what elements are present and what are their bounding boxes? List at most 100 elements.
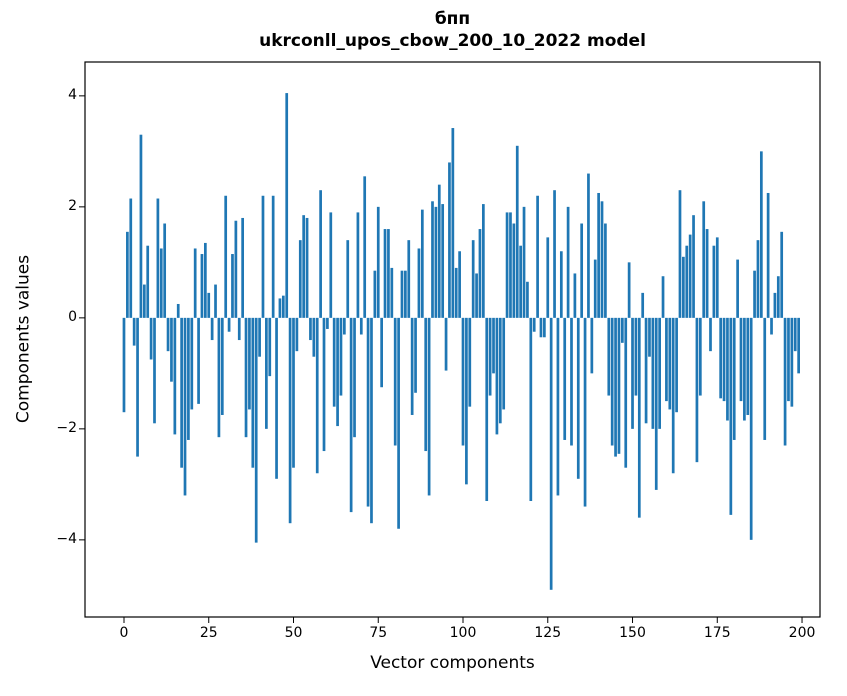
x-tick-label-25: 25 [199,625,218,641]
bar-component-33 [234,220,238,318]
bar-component-168 [692,215,695,318]
bar-component-54 [305,217,309,318]
bar-component-134 [576,317,580,479]
bar-component-128 [556,317,560,496]
bar-component-26 [210,317,214,341]
bar-component-108 [488,317,492,396]
bar-component-34 [237,317,241,341]
bar-component-144 [610,317,614,446]
bar-component-181 [736,259,739,318]
bar-component-103 [471,240,475,318]
bar-component-180 [732,317,736,440]
bar-component-66 [346,240,350,318]
bar-component-124 [543,317,546,338]
bar-component-53 [302,215,306,318]
bar-component-61 [329,212,333,318]
bar-component-100 [461,317,465,446]
bar-component-105 [478,229,482,318]
bar-component-49 [288,317,292,524]
bar-component-81 [397,317,400,529]
bar-component-88 [420,209,424,318]
bar-component-166 [685,245,689,318]
y-tick-label-2: 2 [68,198,77,215]
x-tick-label-175: 175 [703,625,731,641]
x-tick-label-0: 0 [119,625,129,641]
bar-component-16 [176,303,180,318]
bar-component-87 [417,248,421,318]
bar-component-142 [604,223,607,318]
bar-component-97 [451,128,455,318]
bar-component-83 [404,270,407,318]
bar-component-32 [231,254,234,318]
bar-component-152 [637,317,641,518]
bar-component-74 [373,270,377,318]
bar-component-73 [370,317,373,524]
bar-component-56 [312,317,316,357]
bar-component-18 [183,317,187,496]
bar-component-51 [295,317,299,352]
bar-component-174 [712,245,716,318]
bar-component-107 [485,317,489,502]
bar-component-90 [427,317,431,496]
bar-component-115 [512,223,516,318]
x-tick-label-125: 125 [534,625,562,641]
bar-component-65 [342,317,346,335]
bar-component-15 [173,317,177,435]
bar-component-76 [380,317,384,388]
bar-component-10 [156,198,160,318]
bar-component-48 [285,93,289,318]
bar-component-55 [309,317,312,341]
bar-component-106 [481,204,485,318]
bar-component-93 [437,184,441,318]
bar-component-70 [359,317,363,335]
bar-component-132 [570,317,573,446]
bar-component-111 [498,317,502,424]
bar-component-153 [641,292,645,318]
bar-component-102 [468,317,472,407]
bar-component-24 [203,242,207,318]
bar-component-158 [658,317,661,429]
x-tick-label-75: 75 [369,625,388,641]
y-tick-label--4: −4 [56,531,77,548]
bar-component-147 [620,317,624,343]
bar-component-35 [241,217,245,318]
bar-component-5 [139,134,143,318]
bar-component-89 [424,317,428,452]
bar-component-163 [675,317,678,413]
bar-component-110 [495,317,499,435]
bar-component-30 [224,195,228,318]
bar-component-154 [644,317,648,424]
bar-component-175 [715,237,719,318]
bar-component-47 [281,295,285,318]
bar-component-172 [705,229,709,318]
bar-component-21 [193,248,197,318]
bar-component-116 [515,145,519,318]
bar-component-94 [441,204,445,318]
chart-title-model: ukrconll_upos_cbow_200_10_2022 model [259,31,646,51]
bar-component-71 [363,176,367,318]
bar-component-139 [593,259,597,318]
bar-component-75 [376,206,380,318]
bar-component-114 [509,212,512,318]
bar-component-80 [393,317,397,446]
bar-component-184 [746,317,750,415]
bar-component-109 [492,317,495,374]
bar-component-31 [227,317,231,332]
bar-component-50 [292,317,295,468]
bar-component-117 [519,245,522,318]
bar-component-119 [526,281,529,318]
bar-component-69 [356,212,360,318]
bar-component-9 [153,317,156,424]
bar-component-155 [648,317,651,357]
bar-component-131 [566,206,570,318]
bar-component-22 [197,317,200,404]
bar-component-82 [400,270,404,318]
bar-component-0 [122,317,126,413]
bar-component-23 [200,254,204,318]
y-tick-label--2: −2 [56,420,77,437]
bar-component-42 [265,317,268,429]
bar-component-149 [627,262,631,318]
bar-component-192 [773,292,777,318]
bar-component-182 [739,317,743,402]
bar-component-20 [190,317,194,410]
